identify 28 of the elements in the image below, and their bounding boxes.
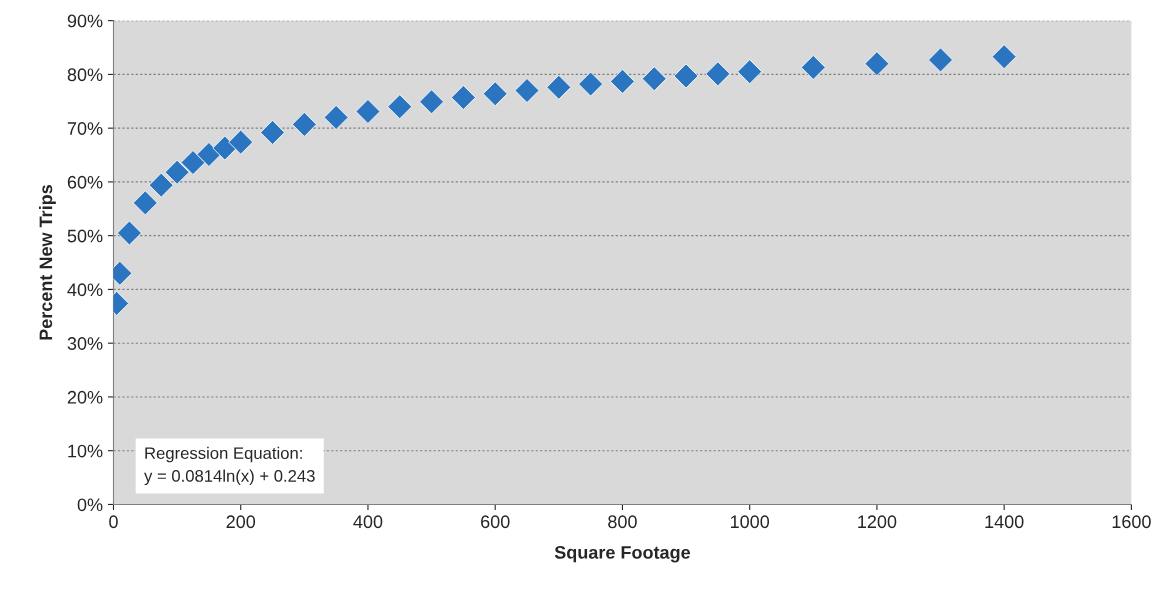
x-axis-title: Square Footage bbox=[554, 545, 691, 563]
x-tick-label: 400 bbox=[353, 515, 383, 529]
point bbox=[578, 71, 604, 97]
annotation: Regression Equation: y = 0.0814ln(x) + 0.243 bbox=[144, 446, 315, 486]
point bbox=[864, 51, 890, 77]
y-tick-label: 50% bbox=[67, 229, 103, 243]
x-tick-label: 1600 bbox=[1112, 515, 1151, 529]
x-tick-label: 1000 bbox=[730, 515, 770, 529]
x-tick-label: 1400 bbox=[985, 515, 1024, 529]
x-tick-label: 1200 bbox=[858, 515, 897, 529]
y-axis-title: Percent New Trips bbox=[38, 185, 56, 340]
x-tick-label: 800 bbox=[608, 515, 637, 529]
y-tick-label: 10% bbox=[68, 444, 103, 458]
y-tick-label: 40% bbox=[67, 283, 103, 297]
y-tick-label: 30% bbox=[67, 337, 103, 350]
x-tick-label: 0 bbox=[109, 515, 118, 529]
y-tick-label: 70% bbox=[67, 122, 103, 135]
y-tick-label: 60% bbox=[67, 175, 103, 189]
point bbox=[260, 120, 285, 145]
y-tick-label: 90% bbox=[67, 14, 103, 28]
point bbox=[148, 172, 174, 198]
y-tick-label: 80% bbox=[67, 68, 103, 82]
point bbox=[737, 59, 763, 85]
point bbox=[546, 74, 572, 100]
x-tick-label: 200 bbox=[226, 515, 256, 529]
x-tick-label: 600 bbox=[481, 515, 510, 529]
y-tick-label: 20% bbox=[67, 390, 103, 404]
y-tick-label: 0% bbox=[77, 498, 103, 512]
